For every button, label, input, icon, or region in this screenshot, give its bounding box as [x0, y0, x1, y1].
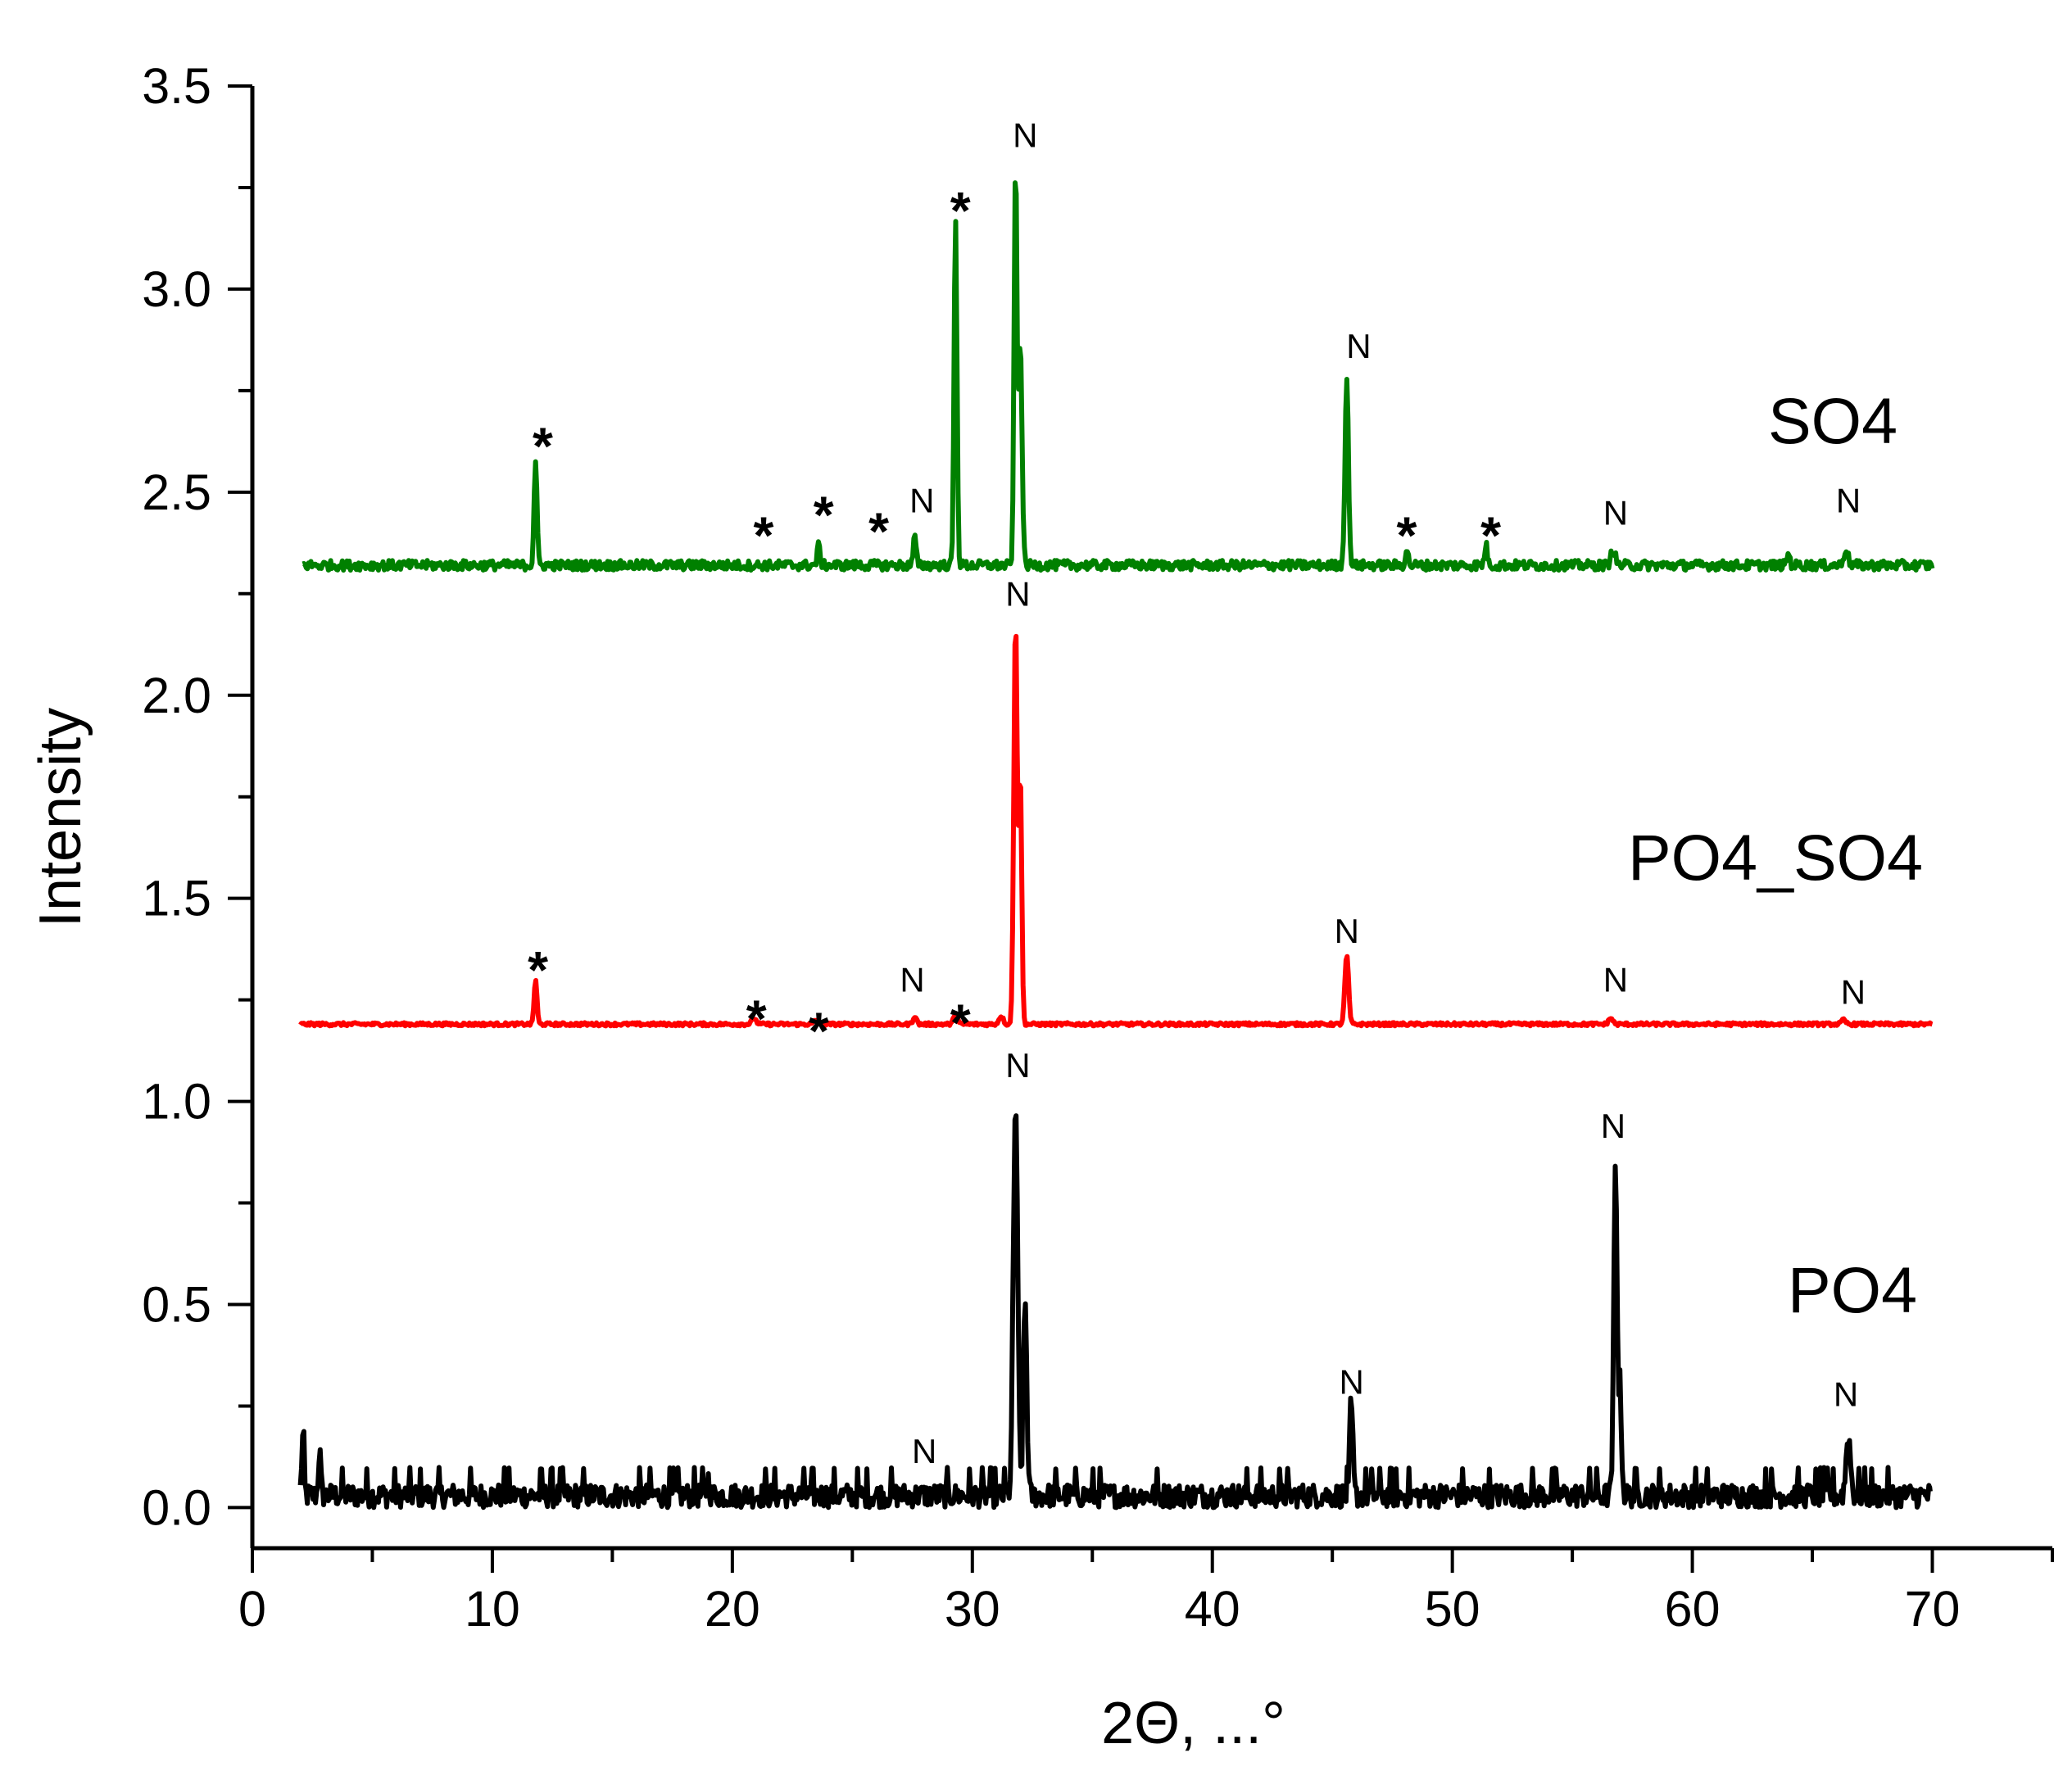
x-tick-label: 30	[945, 1581, 1000, 1637]
star-peak-marker: *	[950, 993, 971, 1052]
y-tick-label: 1.0	[142, 1074, 211, 1130]
series-label-po4: PO4	[1788, 1253, 1917, 1326]
series-line-po4_so4	[298, 633, 1934, 1029]
n-peak-marker: N	[1335, 912, 1359, 950]
n-peak-marker: N	[1005, 575, 1030, 614]
star-peak-marker: *	[533, 416, 553, 475]
star-peak-marker: *	[814, 486, 834, 545]
x-tick-label: 20	[705, 1581, 760, 1637]
axes: 0 10 20 30 40 50 60 70 0.0 0.5 1.0 1.5 2.0 2.5 3.0 3.5	[142, 58, 2054, 1637]
n-peak-marker: N	[1841, 973, 1866, 1012]
n-peak-marker: N	[1834, 1375, 1858, 1413]
y-tick-label: 0.5	[142, 1277, 211, 1333]
y-tick-label: 3.0	[142, 261, 211, 317]
star-peak-marker: *	[746, 990, 767, 1049]
series-labels: PO4 PO4_SO4 SO4	[1628, 384, 1923, 1326]
n-peak-marker: N	[1601, 1107, 1625, 1145]
n-peak-marker: N	[900, 961, 924, 999]
star-peak-marker: *	[753, 505, 773, 564]
n-peak-marker: N	[1346, 327, 1371, 365]
series-line-po4	[297, 1113, 1934, 1511]
star-peak-marker: *	[528, 940, 548, 999]
n-peak-marker: N	[1339, 1363, 1363, 1402]
n-peak-marker: N	[1005, 1046, 1030, 1085]
n-peak-marker: N	[1013, 116, 1037, 154]
peak-markers: N N N N N * * * N * N N N N * * * * N * N N * * N N	[528, 116, 1866, 1470]
series-label-so4: SO4	[1768, 384, 1897, 457]
x-tick-label: 40	[1185, 1581, 1240, 1637]
x-tick-label: 50	[1425, 1581, 1480, 1637]
n-peak-marker: N	[909, 482, 934, 520]
x-axis-title: 2Θ, ...°	[1101, 1691, 1285, 1756]
x-tick-label: 60	[1665, 1581, 1721, 1637]
star-peak-marker: *	[950, 181, 971, 240]
y-axis-title: Intensity	[28, 708, 93, 927]
star-peak-marker: *	[868, 502, 889, 561]
x-tick-label: 10	[465, 1581, 520, 1637]
n-peak-marker: N	[1836, 482, 1861, 520]
y-tick-label: 3.5	[142, 58, 211, 114]
series-line-so4	[301, 180, 1935, 573]
x-tick-label: 0	[238, 1581, 266, 1637]
series-layer	[297, 180, 1935, 1511]
y-tick-label: 1.5	[142, 871, 211, 926]
x-tick-label: 70	[1905, 1581, 1961, 1637]
series-label-po4_so4: PO4_SO4	[1628, 821, 1923, 894]
n-peak-marker: N	[912, 1432, 936, 1470]
star-peak-marker: *	[809, 1001, 829, 1060]
y-tick-label: 2.0	[142, 668, 211, 723]
star-peak-marker: *	[1397, 505, 1417, 564]
star-peak-marker: *	[1480, 505, 1501, 564]
y-tick-label: 0.0	[142, 1479, 211, 1535]
n-peak-marker: N	[1603, 494, 1628, 532]
y-tick-label: 2.5	[142, 464, 211, 520]
n-peak-marker: N	[1603, 961, 1628, 999]
